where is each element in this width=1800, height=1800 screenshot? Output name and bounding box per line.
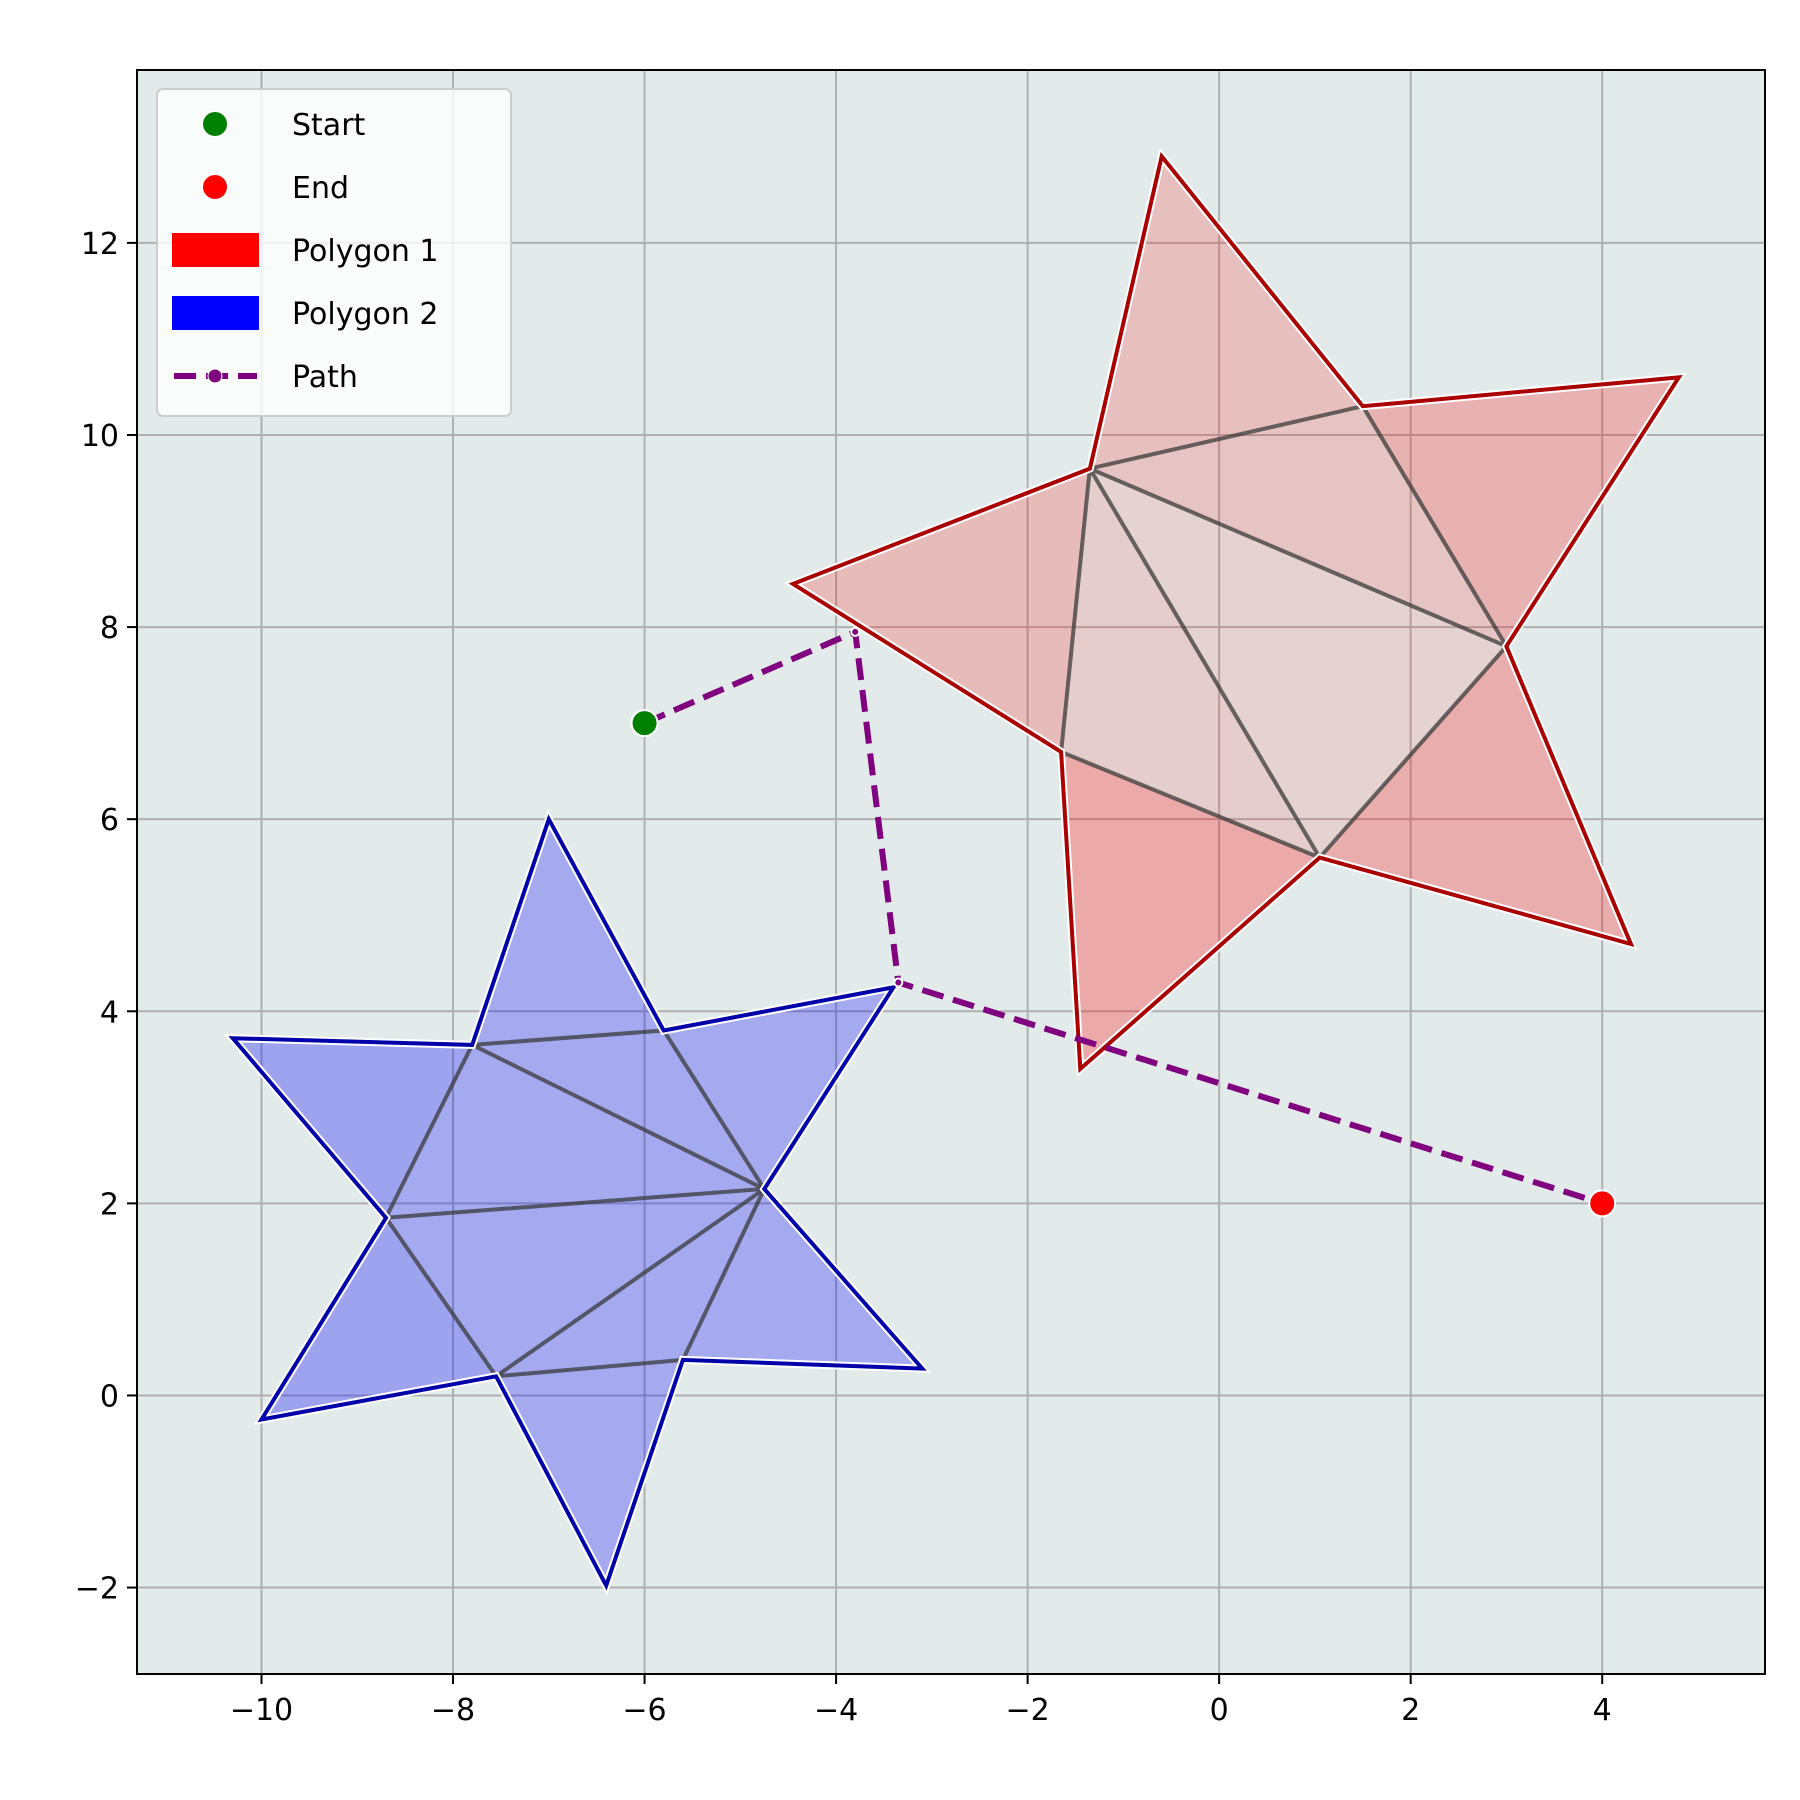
polygon-1: [784, 147, 1687, 1078]
x-tick-label: 0: [1210, 1693, 1229, 1728]
triangulation-edge: [1361, 405, 1509, 648]
legend-item-start: Start: [201, 108, 366, 143]
polygon-triangle: [1362, 377, 1679, 647]
x-tick-label: 4: [1593, 1693, 1612, 1728]
triangulation-edge: [384, 1043, 474, 1219]
y-tick-label: 6: [100, 803, 119, 838]
triangulation-edge: [495, 1357, 684, 1379]
y-tick-label: −2: [75, 1572, 119, 1607]
start-point: [630, 709, 659, 738]
polygon-triangle: [232, 1038, 473, 1218]
legend-label: Polygon 1: [292, 234, 439, 269]
triangulation-edge: [1088, 467, 1322, 859]
legend-item-end: End: [201, 171, 349, 206]
triangulation-edge: [385, 1186, 765, 1220]
legend-label: Start: [292, 108, 366, 143]
x-tick-label: −10: [230, 1693, 293, 1728]
polygon-triangle: [386, 1044, 765, 1218]
x-tick-label: −8: [431, 1693, 475, 1728]
triangulation-edge: [681, 1188, 767, 1361]
x-tick-label: 2: [1401, 1693, 1420, 1728]
polygon-triangle: [496, 1359, 683, 1586]
y-tick-label: 12: [81, 227, 119, 262]
polygon-triangle: [1319, 646, 1631, 944]
path-line: [643, 628, 1604, 1207]
path-waypoint: [893, 977, 904, 988]
triangulation-edge: [1059, 468, 1092, 753]
triangulation-edge: [494, 1187, 766, 1378]
polygon-triangle: [472, 1030, 765, 1189]
polygon-2: [223, 809, 932, 1596]
polygon-triangle: [1089, 468, 1507, 858]
y-tick-label: 8: [100, 611, 119, 646]
polygon-outline: [788, 151, 1683, 1074]
triangulation-edge: [472, 1028, 664, 1047]
polygon-triangle: [386, 1189, 765, 1377]
triangulation-edge: [384, 1216, 498, 1378]
polygon-triangle: [1089, 406, 1507, 647]
polygon-outline: [228, 814, 927, 1591]
legend-patch: [172, 296, 259, 330]
polygon-triangle: [663, 987, 894, 1189]
legend-item-polygon-2: Polygon 2: [172, 296, 439, 332]
polygon-triangle: [1061, 468, 1320, 858]
x-tick-label: −4: [814, 1693, 858, 1728]
legend-patch: [172, 233, 259, 267]
legend-marker: [201, 173, 229, 201]
polygon-triangle: [261, 1217, 497, 1420]
triangulation-edge: [1089, 466, 1508, 649]
triangulation-edge: [1089, 404, 1364, 471]
legend-item-polygon-1: Polygon 1: [172, 233, 439, 269]
polygon-triangle: [472, 819, 664, 1045]
polygon-triangle: [793, 468, 1090, 752]
triangulation-edge: [662, 1029, 766, 1191]
polygon-triangle: [682, 1189, 923, 1369]
end-point: [1588, 1189, 1617, 1218]
y-tick-label: 0: [100, 1379, 119, 1414]
legend-item-path: Path: [174, 360, 358, 395]
y-tick-label: 4: [100, 995, 119, 1030]
triangulation-edge: [1318, 644, 1508, 859]
legend-marker: [201, 110, 229, 138]
legend: Start End Polygon 1 Polygon 2 Path: [156, 88, 512, 417]
polygon-triangle: [1089, 156, 1363, 469]
triangulation-edge: [471, 1043, 766, 1191]
legend-box: [156, 88, 512, 417]
y-tick-label: 10: [81, 419, 119, 454]
legend-label: End: [292, 171, 349, 206]
axes-frame: [136, 69, 1766, 1675]
x-tick-label: −2: [1005, 1693, 1049, 1728]
triangulation-edge: [1060, 750, 1321, 860]
polygon-triangle: [1061, 751, 1320, 1069]
path-waypoint: [850, 626, 861, 637]
legend-line-marker: [207, 368, 223, 384]
legend-label: Polygon 2: [292, 297, 439, 332]
x-tick-label: −6: [622, 1693, 666, 1728]
y-tick-label: 2: [100, 1187, 119, 1222]
legend-label: Path: [292, 360, 358, 395]
